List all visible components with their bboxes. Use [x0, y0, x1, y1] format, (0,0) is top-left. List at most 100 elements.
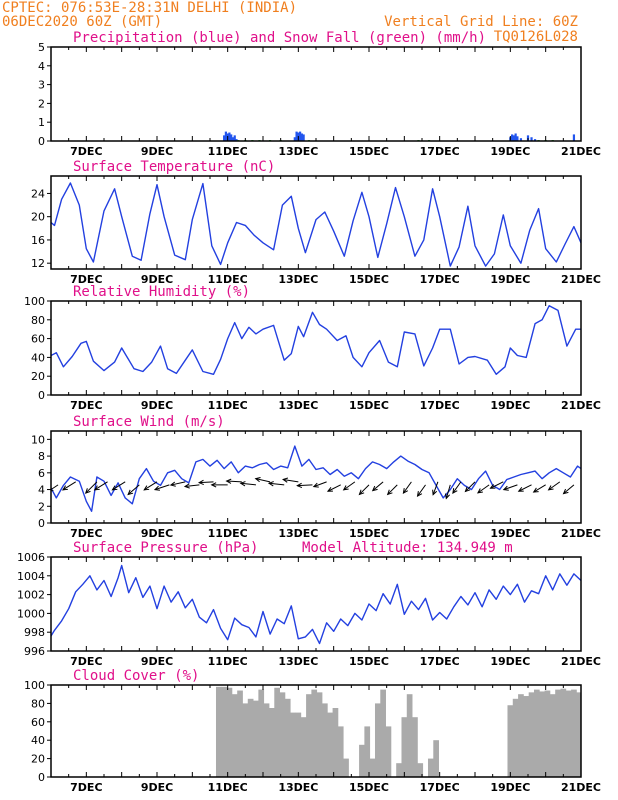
precip-bar — [302, 134, 305, 141]
series-line — [51, 564, 581, 645]
x-tick-label: 9DEC — [141, 399, 173, 412]
wind-vector — [199, 481, 214, 484]
cloud-bar — [555, 689, 561, 777]
wind-vector — [417, 484, 426, 497]
wind-vector-head — [183, 483, 190, 489]
y-tick-label: 1002 — [17, 589, 45, 602]
y-tick-label: 0 — [38, 135, 45, 148]
x-tick-label: 9DEC — [141, 145, 173, 158]
precip-bar — [230, 134, 233, 141]
wind-vector-head — [326, 486, 333, 492]
cloud-bar — [343, 758, 349, 777]
precip-bar — [512, 135, 515, 141]
x-tick-label: 15DEC — [349, 527, 389, 540]
y-tick-label: 20 — [31, 753, 45, 766]
wind-vector-head — [371, 485, 378, 492]
precip-bar — [514, 133, 517, 141]
wind-vector — [255, 478, 271, 483]
y-tick-label: 998 — [24, 626, 45, 639]
y-tick-label: 1 — [38, 116, 45, 129]
y-tick-label: 12 — [31, 257, 45, 270]
cloud-bar — [311, 689, 318, 777]
cloud-bar — [242, 703, 249, 777]
precip-bar — [224, 131, 227, 141]
wind-vector — [563, 484, 575, 495]
panel-1: Precipitation (blue) and Snow Fall (gree… — [38, 30, 601, 158]
y-tick-label: 2 — [38, 500, 45, 513]
x-tick-label: 13DEC — [278, 527, 318, 540]
panel-subtitle: Model Altitude: 134.949 m — [302, 540, 513, 556]
wind-vector — [268, 482, 285, 486]
wind-vector-head — [61, 485, 68, 491]
header-location: CPTEC: 076:53E-28:31N DELHI (INDIA) — [2, 0, 297, 16]
y-tick-label: 0 — [38, 517, 45, 530]
y-tick-label: 60 — [31, 716, 45, 729]
x-tick-label: 15DEC — [349, 145, 389, 158]
precip-bar — [516, 136, 519, 141]
panel-data — [51, 445, 581, 512]
precip-bar — [519, 138, 523, 141]
x-tick-label: 7DEC — [70, 273, 102, 286]
x-tick-label: 13DEC — [278, 781, 318, 794]
y-tick-label: 16 — [31, 234, 45, 247]
wind-vector — [343, 481, 356, 491]
x-tick-label: 9DEC — [141, 527, 173, 540]
precip-bar — [533, 139, 537, 141]
cloud-bar — [321, 703, 328, 777]
precip-bar — [231, 137, 235, 141]
panel-data — [51, 564, 581, 645]
panel-2: Surface Temperature (nC) 12 16 20 24 7DEC 9DEC… — [31, 159, 601, 286]
wind-vector-head — [267, 481, 274, 487]
y-tick-label: 8 — [38, 450, 45, 463]
cloud-bar — [401, 717, 408, 777]
x-tick-label: 7DEC — [70, 399, 102, 412]
wind-vector-head — [296, 482, 303, 489]
cloud-bar — [253, 700, 259, 777]
x-tick-label: 11DEC — [208, 145, 248, 158]
x-tick-label: 7DEC — [70, 145, 102, 158]
y-tick-label: 24 — [31, 187, 45, 200]
cloud-bar — [258, 689, 265, 777]
wind-vector-head — [342, 485, 349, 491]
precip-bar — [295, 131, 298, 141]
x-tick-label: 9DEC — [141, 781, 173, 794]
x-tick-label: 17DEC — [420, 273, 460, 286]
cloud-bar — [528, 692, 535, 777]
x-tick-label: 13DEC — [278, 145, 318, 158]
wind-vector — [51, 484, 59, 491]
series-line — [51, 445, 581, 512]
cloud-bar — [337, 726, 344, 777]
precip-bar — [233, 135, 236, 141]
wind-vector — [503, 484, 518, 491]
x-tick-label: 15DEC — [349, 399, 389, 412]
x-tick-label: 19DEC — [490, 781, 530, 794]
cloud-bar — [268, 708, 275, 777]
x-tick-label: 11DEC — [208, 781, 248, 794]
cloud-bar — [549, 694, 556, 777]
wind-vector — [297, 484, 313, 487]
wind-vector-head — [153, 485, 160, 491]
wind-vector-head — [386, 489, 393, 496]
wind-vector-head — [239, 481, 246, 487]
panel-title: Surface Wind (m/s) — [73, 414, 225, 430]
wind-vector — [327, 484, 341, 492]
cloud-bar — [539, 691, 545, 777]
precip-bar — [530, 137, 533, 141]
wind-vector-head — [127, 489, 134, 496]
x-tick-label: 21DEC — [561, 655, 601, 668]
wind-vector — [518, 484, 532, 492]
y-tick-label: 1006 — [17, 551, 45, 564]
wind-vector-head — [312, 482, 319, 488]
x-tick-label: 11DEC — [208, 527, 248, 540]
y-tick-label: 0 — [38, 389, 45, 402]
cloud-bar — [433, 740, 439, 777]
cloud-bar — [215, 686, 222, 777]
y-tick-label: 6 — [38, 467, 45, 480]
cloud-bar — [290, 712, 296, 777]
x-tick-label: 15DEC — [349, 273, 389, 286]
panel-title: Precipitation (blue) and Snow Fall (gree… — [73, 30, 486, 46]
panel-5: Surface Pressure (hPa) Model Altitude: 13… — [17, 540, 601, 668]
x-tick-label: 13DEC — [278, 399, 318, 412]
x-tick-label: 21DEC — [561, 527, 601, 540]
